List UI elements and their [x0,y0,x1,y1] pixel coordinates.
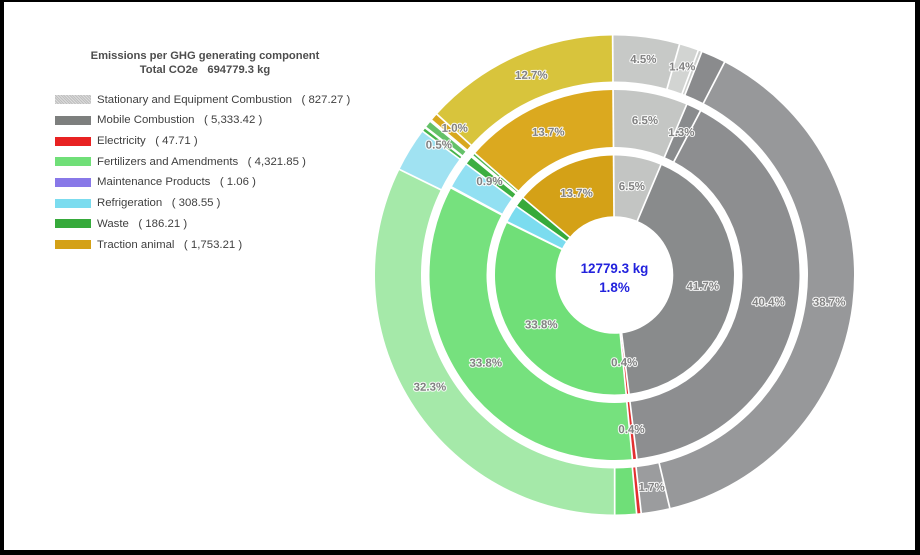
svg-text:12.7%: 12.7% [515,70,548,82]
svg-text:38.7%: 38.7% [813,296,846,308]
svg-text:33.8%: 33.8% [525,319,558,331]
svg-text:1.7%: 1.7% [638,482,664,494]
svg-text:0.4%: 0.4% [618,424,644,436]
svg-text:1.4%: 1.4% [669,61,695,73]
svg-text:40.4%: 40.4% [752,296,785,308]
svg-text:32.3%: 32.3% [414,382,447,394]
svg-text:0.5%: 0.5% [426,139,452,151]
svg-text:12779.3 kg: 12779.3 kg [581,261,649,276]
svg-text:0.4%: 0.4% [611,357,637,369]
svg-text:6.5%: 6.5% [632,115,658,127]
svg-text:13.7%: 13.7% [560,188,593,200]
svg-text:0.9%: 0.9% [476,176,502,188]
svg-text:13.7%: 13.7% [532,127,565,139]
svg-text:1.8%: 1.8% [599,280,630,295]
svg-text:41.7%: 41.7% [686,281,719,293]
svg-text:33.8%: 33.8% [469,357,502,369]
svg-text:1.0%: 1.0% [442,123,468,135]
svg-text:1.3%: 1.3% [668,127,694,139]
svg-text:6.5%: 6.5% [619,181,645,193]
svg-text:4.5%: 4.5% [630,54,656,66]
